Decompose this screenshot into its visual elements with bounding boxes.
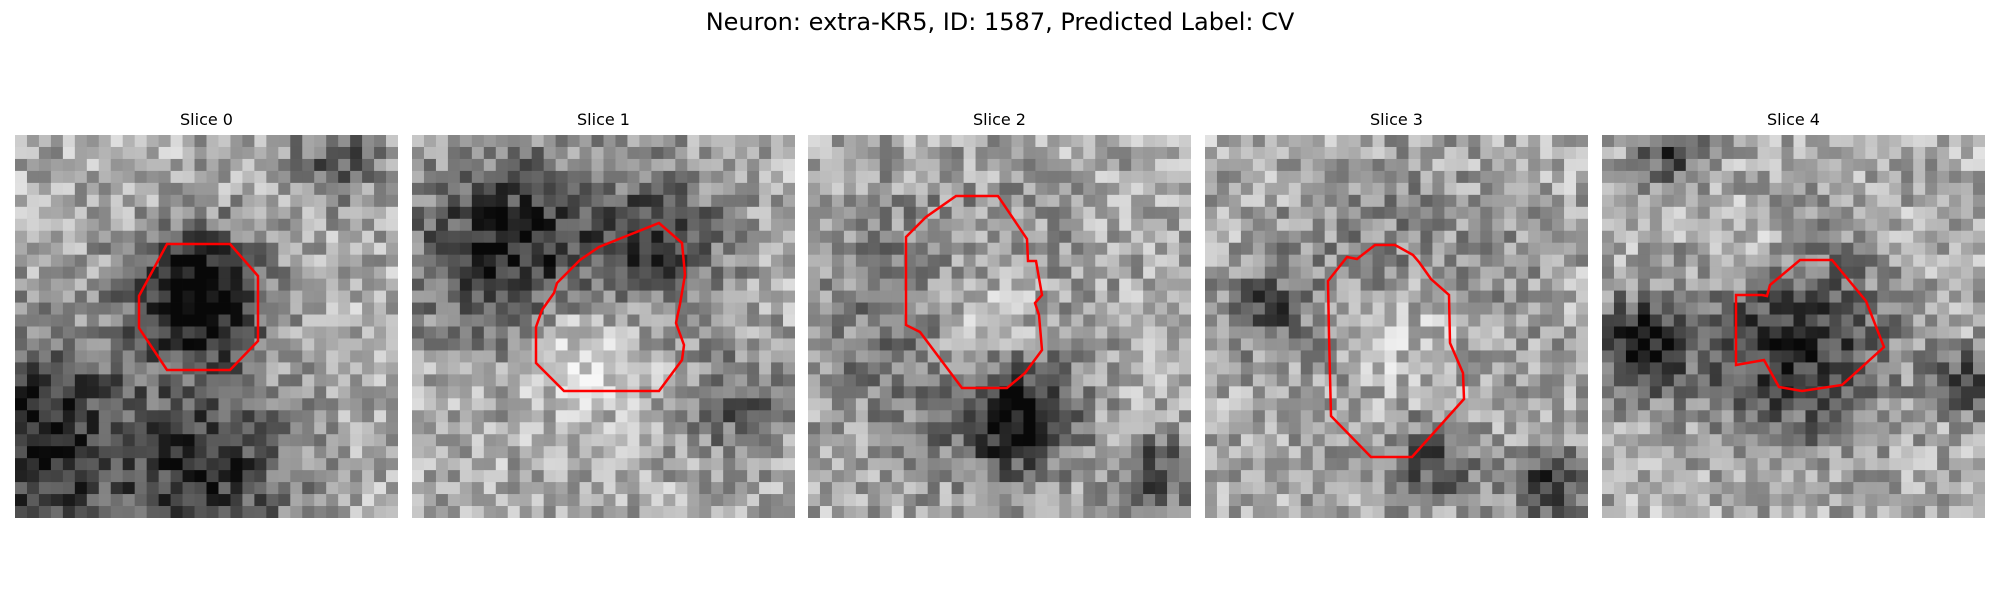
- slice-title-3: Slice 3: [1370, 110, 1423, 129]
- slice-image-0: [15, 135, 398, 518]
- slice-panel-1: Slice 1: [412, 110, 795, 520]
- slice-image-4: [1602, 135, 1985, 518]
- figure-title: Neuron: extra-KR5, ID: 1587, Predicted L…: [705, 8, 1295, 36]
- slice-title-1: Slice 1: [577, 110, 630, 129]
- slice-panel-0: Slice 0: [15, 110, 398, 520]
- roi-contour-3: [1326, 243, 1466, 459]
- slice-image-3: [1205, 135, 1588, 518]
- roi-contour-1: [534, 221, 687, 393]
- slice-panel-4: Slice 4: [1602, 110, 1985, 520]
- roi-contour-2: [904, 194, 1044, 390]
- slice-image-2: [808, 135, 1191, 518]
- slice-title-2: Slice 2: [973, 110, 1026, 129]
- slice-panel-2: Slice 2: [808, 110, 1191, 520]
- roi-contour-0: [137, 242, 260, 372]
- slice-title-4: Slice 4: [1767, 110, 1820, 129]
- slice-image-1: [412, 135, 795, 518]
- roi-contour-4: [1734, 258, 1886, 393]
- slice-panel-3: Slice 3: [1205, 110, 1588, 520]
- slice-title-0: Slice 0: [180, 110, 233, 129]
